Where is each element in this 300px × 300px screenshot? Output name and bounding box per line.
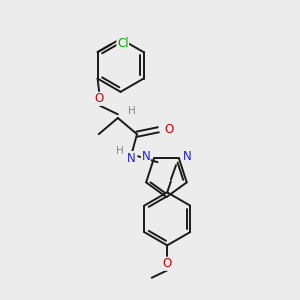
Text: O: O xyxy=(164,122,173,136)
Text: N: N xyxy=(141,150,150,163)
Text: H: H xyxy=(116,146,124,156)
Text: H: H xyxy=(128,106,136,116)
Text: N: N xyxy=(183,150,191,163)
Text: N: N xyxy=(127,152,136,165)
Text: O: O xyxy=(163,257,172,270)
Text: Cl: Cl xyxy=(117,37,129,50)
Text: O: O xyxy=(95,92,104,105)
